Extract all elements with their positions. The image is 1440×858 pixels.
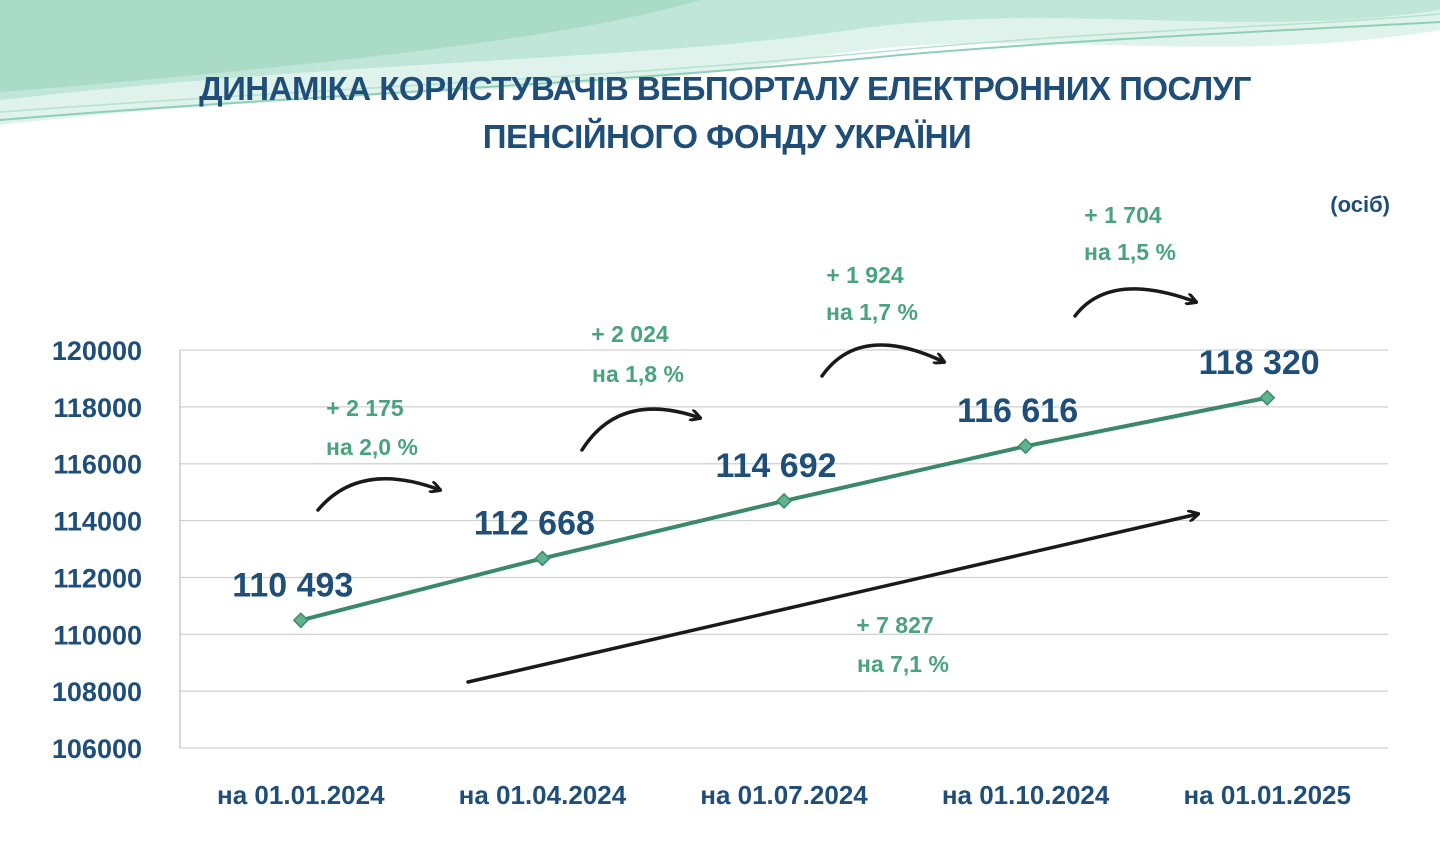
period-arrow-2 bbox=[580, 407, 700, 452]
series-line bbox=[300, 395, 1268, 623]
data-label: 116 616 bbox=[957, 392, 1078, 430]
x-tick-label: на 01.10.2024 bbox=[942, 780, 1110, 810]
total-annotation-delta: + 7 827 bbox=[856, 612, 933, 638]
annotation-1-percent: на 2,0 % bbox=[326, 434, 418, 460]
data-point-marker bbox=[292, 612, 309, 629]
annotation-3-delta: + 1 924 bbox=[826, 262, 904, 288]
series-users bbox=[292, 389, 1276, 629]
data-labels: 110 493 112 668 114 692 116 616 118 320 bbox=[232, 344, 1319, 605]
gridlines bbox=[180, 349, 1388, 749]
period-arrow-1 bbox=[316, 477, 440, 512]
data-point-marker bbox=[1017, 438, 1034, 455]
x-tick-label: на 01.01.2025 bbox=[1183, 780, 1351, 810]
annotation-4-percent: на 1,5 % bbox=[1084, 239, 1176, 265]
x-tick-label: на 01.07.2024 bbox=[700, 780, 868, 810]
data-label: 112 668 bbox=[474, 504, 595, 542]
y-tick-label: 106000 bbox=[52, 734, 142, 764]
annotation-1-delta: + 2 175 bbox=[326, 395, 404, 421]
data-point-marker bbox=[1259, 389, 1276, 406]
x-tick-label: на 01.04.2024 bbox=[459, 780, 627, 810]
period-arrows bbox=[316, 287, 1196, 512]
y-tick-label: 108000 bbox=[52, 677, 142, 707]
annotation-3-percent: на 1,7 % bbox=[826, 299, 918, 325]
period-arrow-3 bbox=[820, 343, 944, 378]
chart-title-line-1: ДИНАМІКА КОРИСТУВАЧІВ ВЕБПОРТАЛУ ЕЛЕКТРО… bbox=[199, 70, 1252, 107]
y-axis-ticks: 106000 108000 110000 112000 114000 116000 1180… bbox=[52, 336, 142, 764]
header-wave-decoration bbox=[0, 0, 1440, 125]
y-tick-label: 114000 bbox=[53, 507, 142, 537]
total-annotation-percent: на 7,1 % bbox=[857, 651, 949, 677]
y-tick-label: 116000 bbox=[53, 450, 142, 480]
period-arrow-4 bbox=[1073, 287, 1196, 318]
y-tick-label: 118000 bbox=[53, 393, 142, 423]
y-tick-label: 110000 bbox=[53, 620, 142, 650]
y-tick-label: 112000 bbox=[53, 563, 142, 593]
x-tick-label: на 01.01.2024 bbox=[217, 780, 385, 810]
annotation-2-delta: + 2 024 bbox=[591, 321, 669, 347]
data-label: 118 320 bbox=[1199, 344, 1320, 382]
unit-label: (осіб) bbox=[1330, 192, 1390, 217]
data-point-marker bbox=[534, 550, 551, 567]
data-label: 110 493 bbox=[232, 566, 353, 604]
x-axis-ticks: на 01.01.2024 на 01.04.2024 на 01.07.2024 н… bbox=[217, 780, 1351, 810]
annotation-4-delta: + 1 704 bbox=[1084, 202, 1162, 228]
period-annotations: + 2 175 на 2,0 % + 2 024 на 1,8 % + 1 92… bbox=[326, 202, 1176, 677]
y-tick-label: 120000 bbox=[52, 336, 142, 366]
chart-title-line-2: ПЕНСІЙНОГО ФОНДУ УКРАЇНИ bbox=[483, 117, 971, 155]
data-label: 114 692 bbox=[715, 447, 836, 485]
data-point-marker bbox=[775, 492, 793, 509]
annotation-2-percent: на 1,8 % bbox=[592, 361, 684, 387]
total-growth-arrow bbox=[466, 514, 1198, 684]
